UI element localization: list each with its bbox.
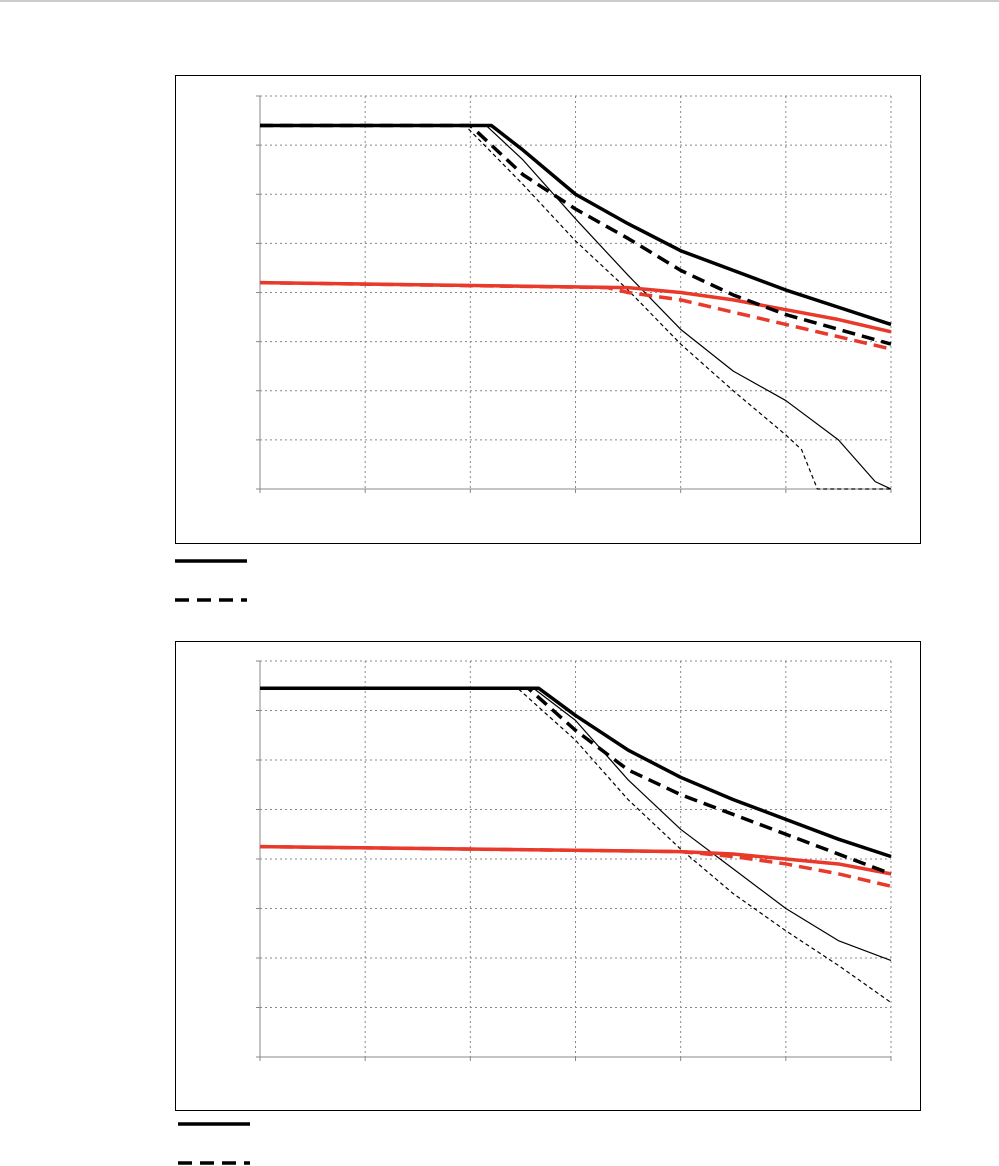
series-line xyxy=(260,687,892,962)
series-line xyxy=(260,124,891,490)
chart-frame xyxy=(175,641,921,1111)
chart-frame xyxy=(175,75,921,544)
series-line xyxy=(260,687,892,1004)
series-line xyxy=(259,844,892,876)
series-line xyxy=(260,124,892,490)
series-line xyxy=(260,686,892,876)
series-line xyxy=(260,686,892,859)
series-line xyxy=(260,123,892,327)
series-line xyxy=(259,280,892,334)
series-line xyxy=(260,123,892,346)
